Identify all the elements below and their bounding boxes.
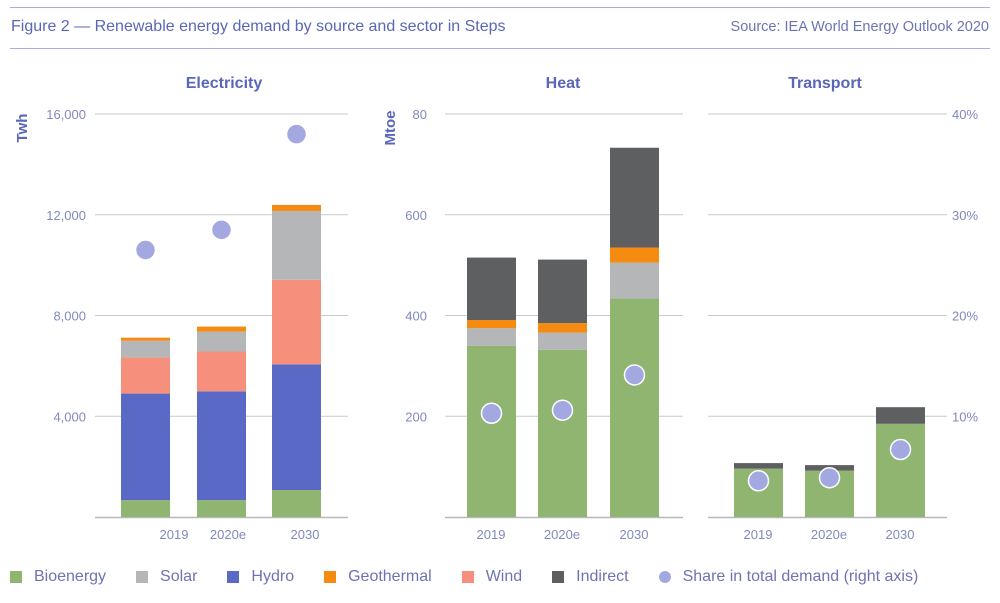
- electricity-bar-wind-2030: [272, 279, 321, 365]
- heat-share-dot-2030: [623, 364, 646, 386]
- legend-item-wind: Wind: [461, 568, 523, 586]
- heat-bar-bioenergy-2030: [610, 298, 659, 517]
- legend-item-indirect: Indirect: [552, 568, 629, 586]
- electricity-bar-wind-2020e: [197, 351, 246, 392]
- header-rule: [10, 48, 990, 49]
- transport-bar-bioenergy-2030: [876, 423, 925, 517]
- electricity-bar-hydro-2020e: [197, 391, 246, 501]
- heat-y-tick-label: 80: [413, 107, 427, 122]
- legend-swatch-indirect: [552, 571, 565, 583]
- heat-y-tick-label: 200: [405, 409, 427, 424]
- electricity-share-dot-2020e: [210, 219, 233, 241]
- electricity-y-tick-label: 16,000: [46, 107, 86, 122]
- heat-bar-solar-2020e: [538, 332, 587, 350]
- legend-swatch-bioenergy: [10, 571, 22, 583]
- legend-label: Indirect: [576, 568, 629, 585]
- electricity-bar-solar-2030: [272, 210, 321, 280]
- transport-share-dot-2030: [889, 438, 912, 461]
- legend-label: Solar: [160, 568, 198, 585]
- electricity-bar-geothermal-2030: [272, 204, 321, 211]
- heat-share-dot-2019: [480, 402, 503, 424]
- electricity-y-tick-label: 12,000: [46, 208, 86, 223]
- legend: Bioenergy Solar Hydro Geothermal Wind Indirec…: [10, 568, 918, 586]
- electricity-panel-title: Electricity: [186, 75, 263, 92]
- heat-y-tick-label: 600: [405, 208, 427, 223]
- heat-bar-indirect-2020e: [538, 259, 587, 324]
- top-rule: [10, 7, 990, 8]
- heat-share-dot-2020e: [551, 399, 574, 421]
- heat-bar-indirect-2030: [610, 147, 659, 248]
- transport-bar-indirect-2030: [876, 407, 925, 424]
- electricity-bar-geothermal-2019: [121, 337, 170, 341]
- legend-swatch-geothermal: [324, 571, 337, 583]
- transport-share-dot-2019: [747, 469, 770, 492]
- electricity-bar-hydro-2030: [272, 364, 321, 491]
- electricity-bar-solar-2019: [121, 340, 170, 358]
- figure-title: Figure 2 — Renewable energy demand by so…: [11, 18, 506, 35]
- legend-swatch-wind: [461, 571, 474, 583]
- legend-item-bioenergy: Bioenergy: [10, 568, 106, 586]
- legend-swatch-share: [658, 571, 671, 583]
- transport-right-tick-label: 40%: [952, 107, 978, 122]
- legend-item-share: Share in total demand (right axis): [658, 568, 919, 586]
- legend-label: Hydro: [251, 568, 295, 585]
- electricity-bar-geothermal-2020e: [197, 326, 246, 332]
- transport-right-tick-label: 30%: [952, 208, 978, 223]
- electricity-bar-wind-2019: [121, 357, 170, 394]
- legend-item-hydro: Hydro: [227, 568, 294, 586]
- legend-label: Wind: [485, 568, 523, 585]
- electricity-bar-solar-2020e: [197, 331, 246, 352]
- heat-y-tick-label: 400: [405, 309, 427, 324]
- electricity-bar-bioenergy-2019: [121, 500, 170, 517]
- heat-panel-title: Heat: [546, 75, 581, 92]
- heat-category-label: 2019: [477, 527, 506, 542]
- electricity-y-tick-label: 8,000: [53, 309, 86, 324]
- heat-bar-bioenergy-2020e: [538, 349, 587, 517]
- electricity-share-dot-2019: [134, 239, 157, 261]
- electricity-category-label: 2020e: [210, 527, 246, 542]
- transport-right-tick-label: 20%: [952, 309, 978, 324]
- legend-label: Geothermal: [348, 568, 432, 585]
- legend-label: Bioenergy: [34, 568, 107, 585]
- legend-swatch-hydro: [227, 571, 240, 583]
- electricity-category-label: 2019: [160, 527, 189, 542]
- electricity-y-axis-unit: Twh: [14, 114, 31, 143]
- electricity-y-tick-label: 4,000: [53, 409, 86, 424]
- heat-y-axis-unit: Mtoe: [382, 111, 399, 146]
- electricity-bar-hydro-2019: [121, 393, 170, 501]
- legend-item-geothermal: Geothermal: [324, 568, 432, 586]
- heat-bar-solar-2019: [467, 328, 516, 346]
- electricity-share-dot-2030: [285, 123, 308, 145]
- transport-category-label: 2019: [744, 527, 773, 542]
- legend-item-solar: Solar: [136, 568, 197, 586]
- transport-bar-indirect-2019: [734, 463, 783, 469]
- figure-source: Source: IEA World Energy Outlook 2020: [730, 19, 989, 35]
- heat-bar-geothermal-2020e: [538, 323, 587, 333]
- legend-label: Share in total demand (right axis): [682, 568, 919, 585]
- heat-bar-geothermal-2030: [610, 247, 659, 263]
- heat-bar-bioenergy-2019: [467, 345, 516, 517]
- heat-category-label: 2020e: [544, 527, 580, 542]
- transport-category-label: 2020e: [811, 527, 847, 542]
- transport-share-dot-2020e: [818, 466, 841, 489]
- legend-swatch-solar: [136, 571, 149, 583]
- transport-panel-title: Transport: [788, 75, 862, 92]
- electricity-bar-bioenergy-2030: [272, 490, 321, 517]
- heat-bar-geothermal-2019: [467, 320, 516, 329]
- transport-right-tick-label: 10%: [952, 409, 978, 424]
- heat-category-label: 2030: [620, 527, 649, 542]
- heat-bar-solar-2030: [610, 262, 659, 299]
- electricity-category-label: 2030: [291, 527, 320, 542]
- transport-category-label: 2030: [886, 527, 915, 542]
- electricity-bar-bioenergy-2020e: [197, 500, 246, 517]
- heat-bar-indirect-2019: [467, 257, 516, 321]
